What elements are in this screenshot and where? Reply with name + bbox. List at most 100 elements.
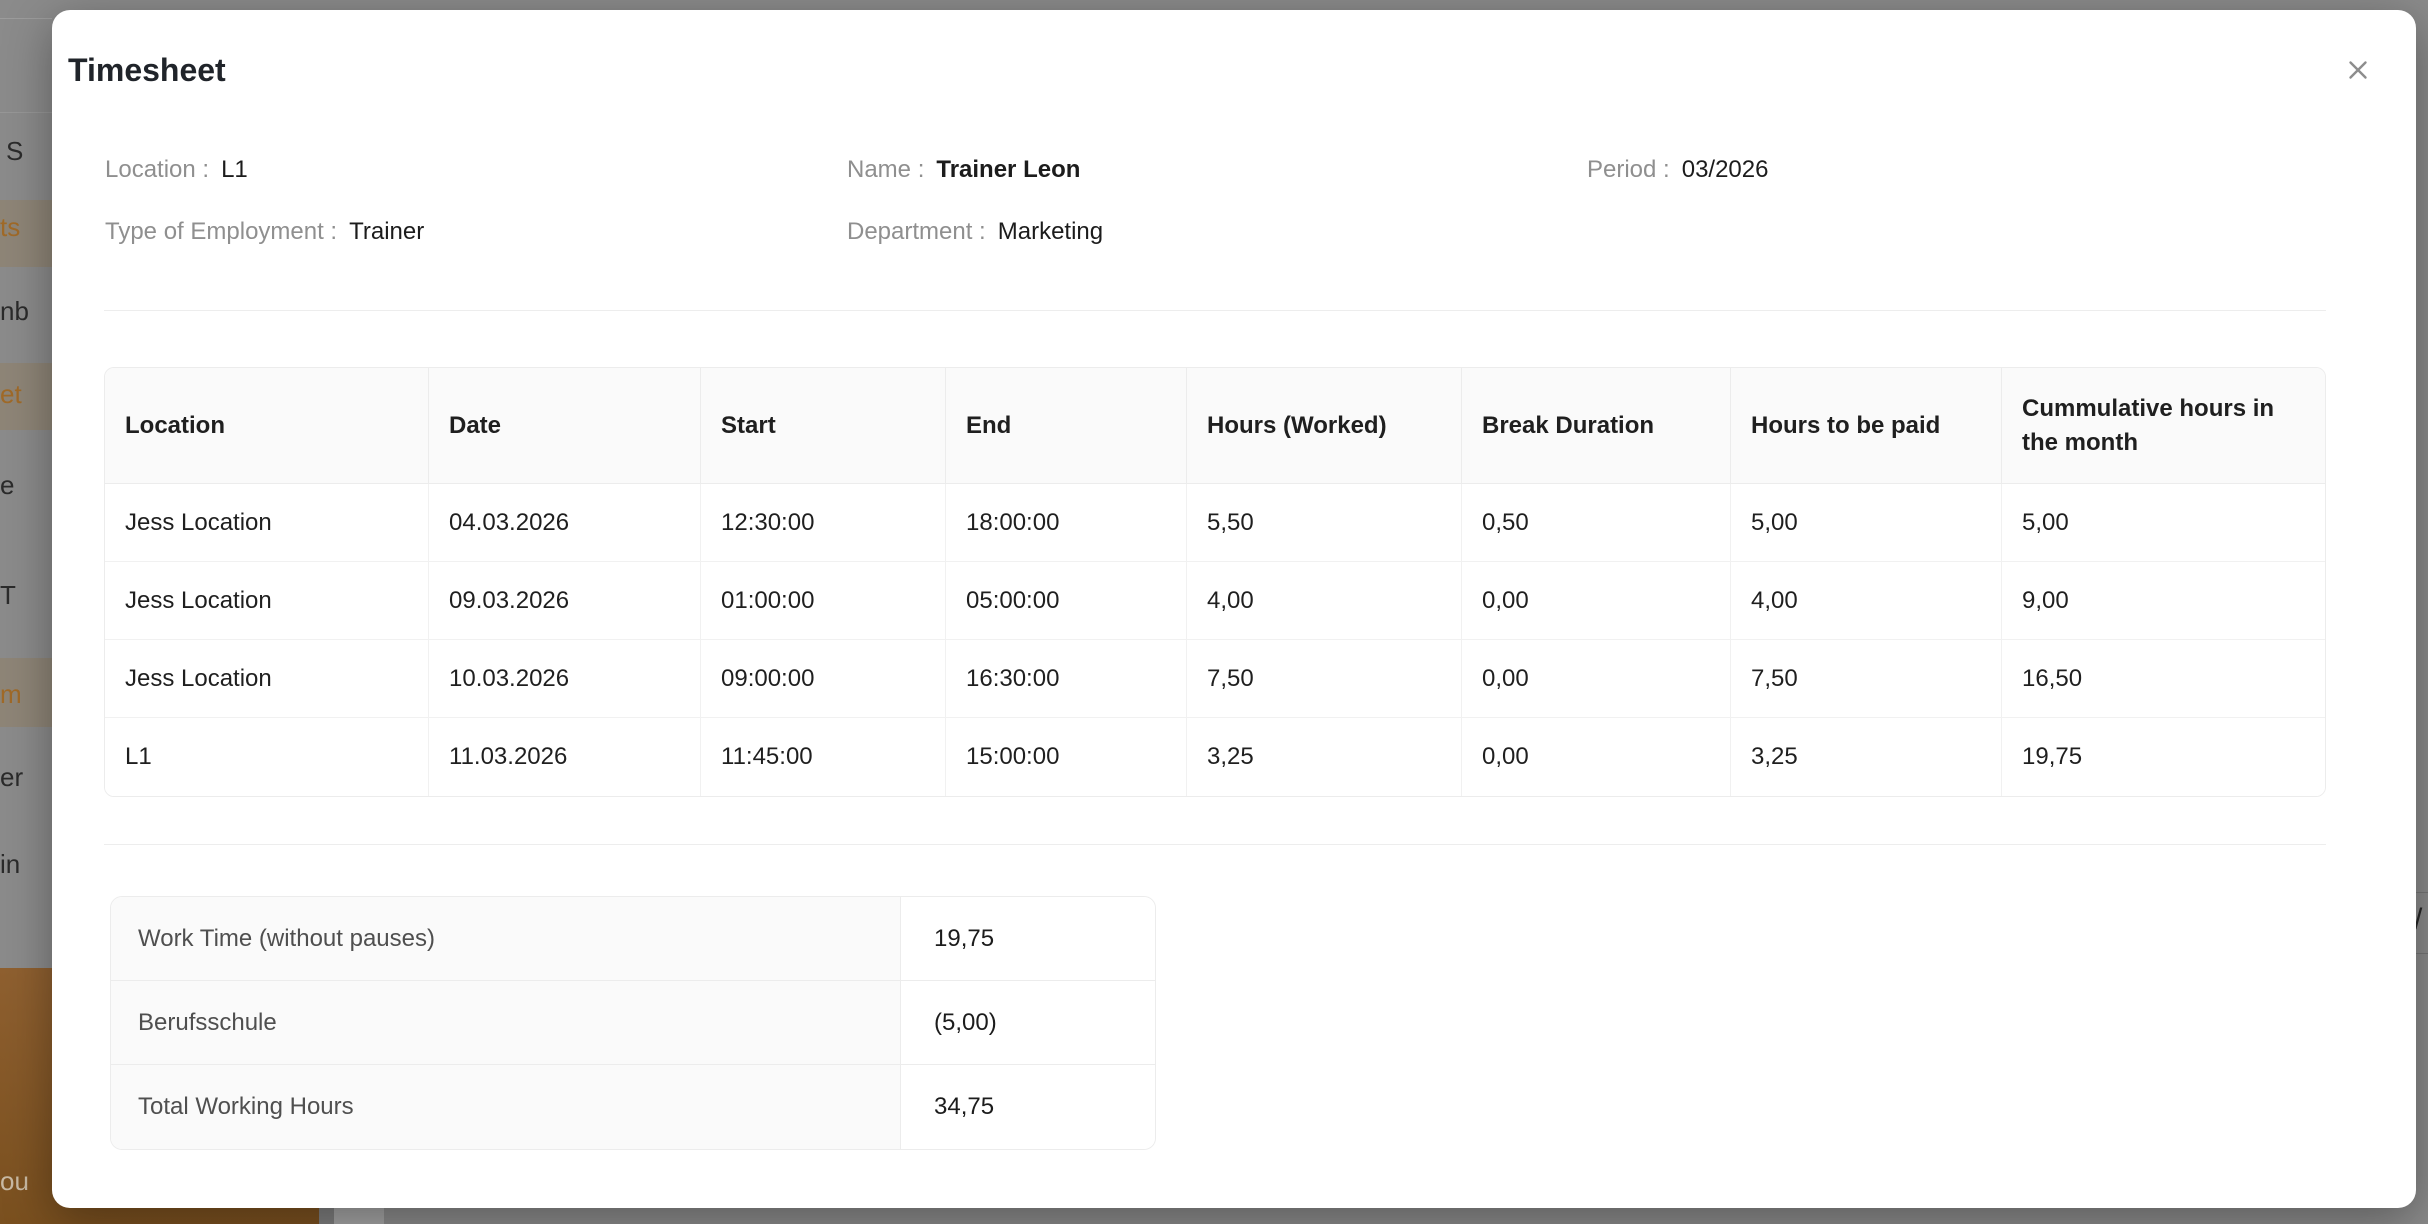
table-row: L1 11.03.2026 11:45:00 15:00:00 3,25 0,0…	[105, 718, 2325, 796]
info-value: Trainer	[349, 218, 425, 245]
background-text-fragment: et	[0, 379, 22, 409]
cell-start: 01:00:00	[701, 562, 946, 640]
timesheet-modal: Timesheet Location : L1 Name : Trainer Leo…	[52, 10, 2416, 1208]
summary-label: Work Time (without pauses)	[111, 897, 901, 980]
info-label: Name :	[847, 156, 925, 183]
info-label: Location :	[105, 156, 210, 183]
cell-date: 09.03.2026	[429, 562, 701, 640]
summary-value: 34,75	[901, 1065, 1155, 1149]
info-field-location: Location : L1	[105, 155, 847, 185]
cell-hours-worked: 3,25	[1187, 718, 1462, 796]
divider	[104, 310, 2326, 311]
background-bottom-segment	[319, 1208, 334, 1224]
info-label: Department :	[847, 218, 986, 245]
timesheet-table: Location Date Start End Hours (Worked) B…	[105, 368, 2325, 796]
summary-value: 19,75	[901, 897, 1155, 980]
background-highlight-band	[0, 200, 52, 267]
info-value: 03/2026	[1681, 156, 1769, 183]
info-label: Period :	[1587, 156, 1670, 183]
cell-cummulative-hours: 9,00	[2002, 562, 2325, 640]
summary-table: Work Time (without pauses) 19,75 Berufss…	[110, 896, 1156, 1150]
cell-end: 05:00:00	[946, 562, 1187, 640]
cell-end: 16:30:00	[946, 640, 1187, 718]
cell-cummulative-hours: 16,50	[2002, 640, 2325, 718]
background-text-fragment: S	[6, 136, 24, 166]
info-field-name: Name : Trainer Leon	[847, 155, 1587, 185]
table-row: Jess Location 10.03.2026 09:00:00 16:30:…	[105, 640, 2325, 718]
column-header-break-duration: Break Duration	[1462, 368, 1731, 484]
background-text-fragment: ou	[0, 1166, 29, 1196]
close-button[interactable]	[2340, 52, 2376, 88]
column-header-hours-worked: Hours (Worked)	[1187, 368, 1462, 484]
cell-date: 11.03.2026	[429, 718, 701, 796]
cell-break-duration: 0,00	[1462, 640, 1731, 718]
modal-title: Timesheet	[68, 52, 226, 88]
column-header-hours-to-be-paid: Hours to be paid	[1731, 368, 2002, 484]
cell-hours-worked: 5,50	[1187, 484, 1462, 562]
background-bottom-segment-light	[334, 1208, 384, 1224]
info-field-department: Department : Marketing	[847, 217, 1587, 247]
cell-location: L1	[105, 718, 429, 796]
info-value: Marketing	[997, 218, 1104, 245]
cell-start: 12:30:00	[701, 484, 946, 562]
cell-hours-worked: 7,50	[1187, 640, 1462, 718]
cell-hours-to-be-paid: 5,00	[1731, 484, 2002, 562]
summary-label: Total Working Hours	[111, 1065, 901, 1149]
column-header-end: End	[946, 368, 1187, 484]
cell-break-duration: 0,00	[1462, 562, 1731, 640]
column-header-cummulative-hours: Cummulative hours in the month	[2002, 368, 2325, 484]
cell-start: 11:45:00	[701, 718, 946, 796]
background-text-fragment: nb	[0, 296, 29, 326]
background-highlight-band	[0, 363, 52, 430]
summary-row: Total Working Hours 34,75	[111, 1065, 1155, 1149]
table-header-row: Location Date Start End Hours (Worked) B…	[105, 368, 2325, 484]
table-row: Jess Location 04.03.2026 12:30:00 18:00:…	[105, 484, 2325, 562]
column-header-location: Location	[105, 368, 429, 484]
cell-cummulative-hours: 5,00	[2002, 484, 2325, 562]
info-value: L1	[221, 156, 248, 183]
close-icon	[2343, 55, 2373, 85]
summary-label: Berufsschule	[111, 981, 901, 1064]
column-header-date: Date	[429, 368, 701, 484]
cell-hours-to-be-paid: 4,00	[1731, 562, 2002, 640]
background-text-fragment: m	[0, 679, 22, 709]
cell-location: Jess Location	[105, 484, 429, 562]
info-label: Type of Employment :	[105, 218, 338, 245]
info-value: Trainer Leon	[936, 156, 1081, 183]
cell-date: 04.03.2026	[429, 484, 701, 562]
employee-info: Location : L1 Name : Trainer Leon Period :…	[105, 155, 2363, 247]
cell-location: Jess Location	[105, 562, 429, 640]
timesheet-table-container: Location Date Start End Hours (Worked) B…	[104, 367, 2326, 797]
background-text-fragment: T	[0, 580, 16, 610]
column-header-start: Start	[701, 368, 946, 484]
divider	[104, 844, 2326, 845]
background-text-fragment: /	[2414, 903, 2423, 936]
background-panel-border	[0, 112, 52, 113]
background-panel-border	[0, 18, 52, 19]
background-text-fragment: e	[0, 470, 15, 500]
background-text-fragment: er	[0, 762, 24, 792]
summary-row: Berufsschule (5,00)	[111, 981, 1155, 1065]
table-row: Jess Location 09.03.2026 01:00:00 05:00:…	[105, 562, 2325, 640]
background-text-fragment: ts	[0, 212, 21, 242]
info-field-employment-type: Type of Employment : Trainer	[105, 217, 847, 247]
summary-value: (5,00)	[901, 981, 1155, 1064]
cell-hours-worked: 4,00	[1187, 562, 1462, 640]
background-text-fragment: in	[0, 849, 21, 879]
info-field-period: Period : 03/2026	[1587, 155, 2363, 185]
cell-break-duration: 0,00	[1462, 718, 1731, 796]
cell-start: 09:00:00	[701, 640, 946, 718]
summary-row: Work Time (without pauses) 19,75	[111, 897, 1155, 981]
cell-hours-to-be-paid: 7,50	[1731, 640, 2002, 718]
cell-end: 18:00:00	[946, 484, 1187, 562]
cell-end: 15:00:00	[946, 718, 1187, 796]
cell-cummulative-hours: 19,75	[2002, 718, 2325, 796]
cell-date: 10.03.2026	[429, 640, 701, 718]
background-row-border	[2416, 892, 2428, 893]
background-highlight-band	[0, 658, 52, 727]
cell-hours-to-be-paid: 3,25	[1731, 718, 2002, 796]
cell-location: Jess Location	[105, 640, 429, 718]
cell-break-duration: 0,50	[1462, 484, 1731, 562]
background-row-border	[2416, 953, 2428, 954]
